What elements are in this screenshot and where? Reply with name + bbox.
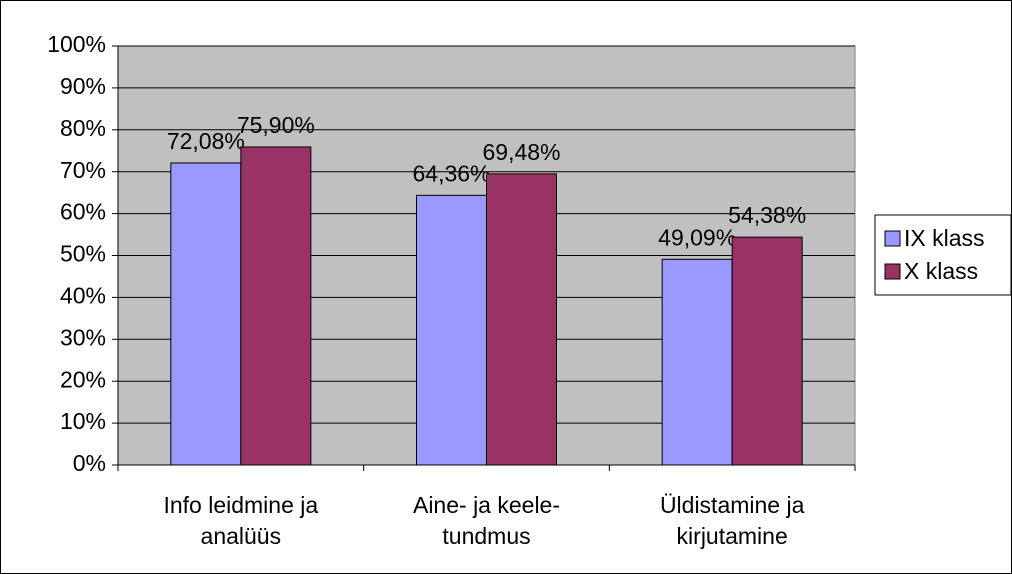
y-tick-label: 40% [60, 282, 106, 308]
x-tick-label: Üldistamine ja [660, 492, 805, 518]
legend-label: X klass [904, 258, 978, 284]
bar [170, 162, 242, 466]
value-label: 72,08% [167, 128, 245, 154]
y-tick-label: 20% [60, 366, 106, 392]
x-tick-label: kirjutamine [677, 523, 788, 549]
y-tick-label: 70% [60, 157, 106, 183]
value-label: 64,36% [412, 160, 490, 186]
y-tick-label: 0% [73, 450, 106, 476]
x-tick-label: analüüs [201, 523, 282, 549]
x-tick-label: Info leidmine ja [163, 492, 318, 518]
y-tick-label: 10% [60, 408, 106, 434]
bar [416, 194, 487, 466]
y-tick-label: 50% [60, 241, 106, 267]
bar [486, 173, 557, 466]
value-label: 75,90% [237, 112, 315, 138]
bar [240, 146, 312, 466]
x-tick-label: Aine- ja keele- [413, 492, 560, 518]
bar [731, 236, 803, 466]
y-tick-label: 80% [60, 115, 106, 141]
y-tick-label: 30% [60, 324, 106, 350]
legend-box [874, 214, 1012, 296]
value-label: 69,48% [482, 139, 560, 165]
value-label: 54,38% [728, 202, 806, 228]
y-tick-label: 60% [60, 199, 106, 225]
x-tick-label: tundmus [442, 523, 530, 549]
value-label: 49,09% [658, 224, 736, 250]
y-tick-label: 100% [47, 31, 106, 57]
legend-label: IX klass [904, 225, 985, 251]
legend-swatch [884, 263, 901, 280]
legend-swatch [884, 230, 901, 247]
y-tick-label: 90% [60, 73, 106, 99]
bar [661, 258, 733, 466]
